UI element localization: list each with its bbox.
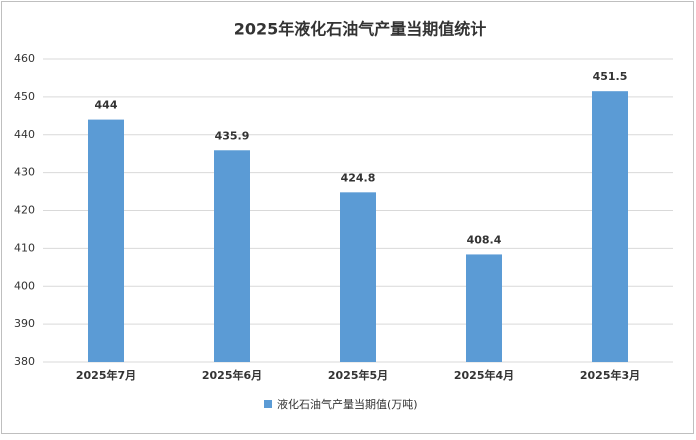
- y-tick-label: 380: [14, 355, 35, 368]
- x-tick-label: 2025年6月: [202, 368, 262, 382]
- y-tick-label: 460: [14, 52, 35, 65]
- bar: [88, 119, 124, 362]
- y-tick-label: 440: [14, 128, 35, 141]
- bar: [592, 91, 628, 362]
- legend-swatch: [264, 400, 272, 408]
- y-tick-label: 430: [14, 166, 35, 179]
- bar: [466, 254, 502, 362]
- data-label: 451.5: [593, 70, 628, 83]
- bar: [214, 150, 250, 362]
- x-tick-label: 2025年5月: [328, 368, 388, 382]
- y-tick-label: 450: [14, 90, 35, 103]
- y-tick-label: 420: [14, 204, 35, 217]
- legend-label: 液化石油气产量当期值(万吨): [277, 397, 418, 411]
- chart-title: 2025年液化石油气产量当期值统计: [234, 20, 487, 39]
- x-tick-label: 2025年4月: [454, 368, 514, 382]
- bar: [340, 192, 376, 362]
- data-label: 435.9: [215, 129, 250, 142]
- data-label: 444: [95, 99, 118, 112]
- data-label: 424.8: [341, 171, 376, 184]
- y-tick-label: 400: [14, 279, 35, 292]
- y-tick-label: 410: [14, 241, 35, 254]
- x-tick-label: 2025年3月: [580, 368, 640, 382]
- data-label: 408.4: [467, 233, 502, 246]
- x-tick-label: 2025年7月: [76, 368, 136, 382]
- y-tick-label: 390: [14, 317, 35, 330]
